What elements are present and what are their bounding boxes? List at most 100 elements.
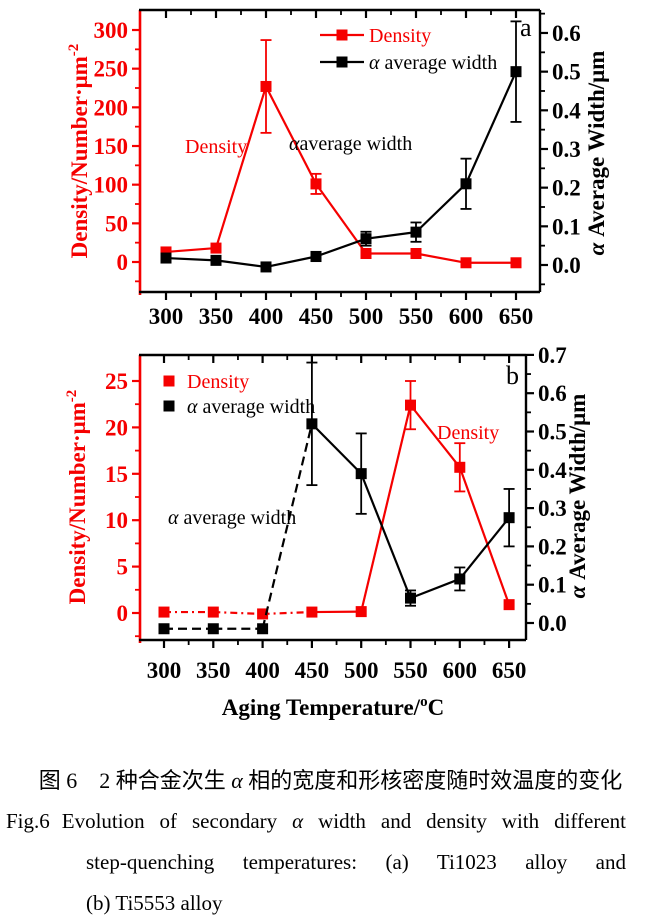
svg-text:550: 550	[399, 304, 434, 329]
caption-zh-post: 相的宽度和形核密度随时效温度的变化	[242, 768, 623, 793]
average-width-marker	[460, 178, 472, 190]
caption-en-line3: (b) Ti5553 alloy	[86, 891, 223, 915]
y-axis-right: 0.0 0.1 0.2 0.3 0.4 0.5 0.6 0.7	[526, 343, 567, 636]
svg-text:350: 350	[199, 304, 234, 329]
annotations: α average width Density	[168, 422, 499, 529]
svg-text:450: 450	[299, 304, 334, 329]
average-width-marker	[260, 261, 272, 273]
density-marker	[405, 399, 416, 411]
x-axis: 300 350 400 450 500 550 600 650	[147, 355, 527, 683]
svg-text:300: 300	[149, 304, 184, 329]
density-marker	[260, 80, 272, 92]
density-marker	[310, 178, 322, 190]
average-width-marker	[210, 254, 222, 266]
density-marker	[510, 257, 522, 269]
svg-text:0.3: 0.3	[538, 496, 567, 521]
svg-text:0.1: 0.1	[538, 573, 567, 598]
density-marker	[158, 606, 170, 618]
svg-text:20: 20	[105, 415, 128, 440]
svg-text:5: 5	[117, 555, 129, 580]
svg-text:0.2: 0.2	[552, 176, 581, 201]
caption-en-l1-pre: Evolution of secondary	[61, 809, 293, 833]
svg-text:αaverage width: αaverage width	[289, 133, 412, 155]
svg-text:650: 650	[499, 304, 534, 329]
density-marker	[360, 247, 372, 259]
svg-text:α Average Width/μm: α Average Width/μm	[584, 51, 609, 256]
svg-text:550: 550	[393, 658, 428, 683]
svg-text:100: 100	[94, 173, 129, 198]
y-axis-left: 0 50 100 150 200 250 300	[94, 18, 140, 283]
axis-titles: Density/Number·μm-2 α Average Width/μm Agi…	[64, 390, 590, 720]
caption-en-line2: step-quenching temperatures: (a) Ti1023 …	[86, 850, 626, 874]
density-marker	[207, 606, 219, 618]
legend: Density α average width	[320, 25, 497, 74]
svg-text:50: 50	[105, 211, 128, 236]
average-width-marker	[355, 468, 367, 480]
legend: Density α average width	[163, 371, 315, 418]
svg-text:0.5: 0.5	[538, 420, 567, 445]
svg-text:650: 650	[492, 658, 527, 683]
svg-text:Density/Number·μm-2: Density/Number·μm-2	[64, 390, 90, 605]
density-marker	[306, 606, 318, 618]
svg-text:Density: Density	[437, 422, 499, 444]
svg-text:0.6: 0.6	[538, 381, 567, 406]
svg-text:0.3: 0.3	[552, 137, 581, 162]
svg-text:300: 300	[94, 18, 129, 43]
average-width-marker	[207, 623, 219, 635]
series-density	[158, 380, 515, 620]
y-axis-left: 0 5 10 15 20 25	[105, 369, 140, 638]
average-width-marker	[510, 66, 522, 78]
svg-text:600: 600	[443, 658, 478, 683]
svg-text:Density/Number·μm-2: Density/Number·μm-2	[66, 44, 92, 259]
density-marker	[454, 461, 466, 473]
axes	[138, 353, 528, 643]
svg-text:Density: Density	[185, 136, 247, 158]
svg-text:25: 25	[105, 369, 128, 394]
panel-label: a	[520, 13, 532, 42]
average-width-marker	[410, 226, 422, 238]
annotations: Density αaverage width	[185, 133, 412, 158]
svg-text:0.0: 0.0	[538, 611, 567, 636]
density-marker	[210, 242, 222, 254]
average-width-marker	[454, 573, 466, 585]
caption-zh-pre: 图 6 2 种合金次生	[38, 768, 232, 793]
caption-en-l1-alpha: α	[292, 809, 304, 833]
axis-titles: Density/Number·μm-2 α Average Width/μm	[66, 44, 609, 259]
svg-text:0: 0	[117, 601, 129, 626]
svg-text:0.5: 0.5	[552, 60, 581, 85]
svg-text:0.6: 0.6	[552, 21, 581, 46]
svg-text:a: a	[520, 13, 532, 42]
svg-text:0.4: 0.4	[552, 98, 581, 123]
y-axis-right: 0.0 0.1 0.2 0.3 0.4 0.5 0.6	[540, 12, 581, 286]
panel-label: b	[506, 361, 519, 390]
average-width-marker	[360, 233, 372, 245]
chart-panel-a: 0 50 100 150 200 250 300 0.0 0.1 0.2 0.3 0.4 0.5 0.6 3…	[66, 8, 609, 329]
svg-text:400: 400	[245, 658, 280, 683]
svg-text:0.2: 0.2	[538, 534, 567, 559]
svg-text:α Average Width/μm: α Average Width/μm	[565, 394, 590, 599]
average-width-marker	[306, 418, 318, 430]
average-width-marker	[503, 512, 515, 524]
caption-zh-alpha: α	[231, 768, 243, 793]
svg-text:15: 15	[105, 462, 128, 487]
svg-text:10: 10	[105, 508, 128, 533]
chart-panel-b: 0 5 10 15 20 25 0.0 0.1 0.2 0.3 0.4 0.5 0.6 0.7 300 350…	[64, 343, 590, 720]
svg-text:500: 500	[344, 658, 379, 683]
svg-text:0.7: 0.7	[538, 343, 567, 368]
average-width-marker	[310, 250, 322, 262]
svg-text:400: 400	[249, 304, 284, 329]
svg-text:α average width: α average width	[168, 507, 296, 529]
average-width-marker	[158, 623, 170, 635]
svg-text:α average width: α average width	[187, 396, 315, 418]
svg-text:350: 350	[196, 658, 231, 683]
density-marker	[160, 246, 172, 258]
svg-text:α average width: α average width	[369, 52, 497, 74]
density-marker	[257, 608, 269, 620]
density-marker	[410, 247, 422, 259]
average-width-marker	[405, 592, 416, 604]
caption-fig-label: Fig.6	[6, 809, 50, 833]
svg-text:0.1: 0.1	[552, 214, 581, 239]
series-average-width	[158, 361, 515, 635]
density-marker	[503, 599, 515, 611]
